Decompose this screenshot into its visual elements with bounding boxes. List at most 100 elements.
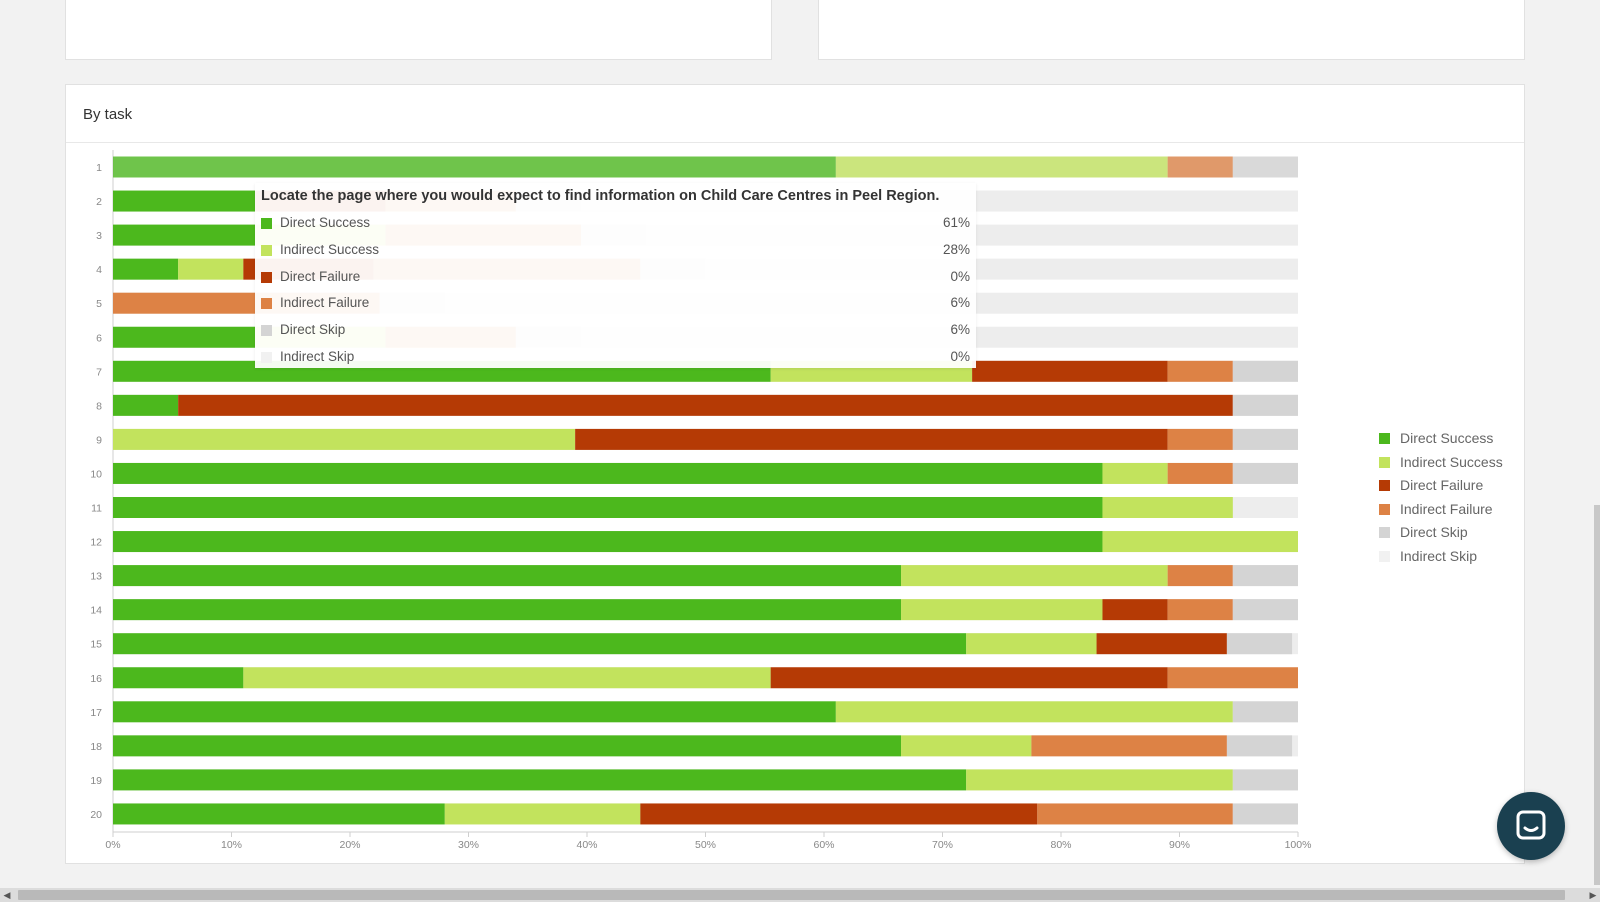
bar-segment-indirect-failure[interactable]: [1167, 428, 1233, 450]
tooltip-label: Indirect Failure: [280, 295, 370, 311]
y-tick-label: 1: [96, 162, 102, 174]
y-tick-label: 15: [90, 639, 102, 651]
bar-segment-indirect-success[interactable]: [901, 565, 1168, 587]
bar-segment-direct-success[interactable]: [113, 599, 902, 621]
bar-segment-direct-skip[interactable]: [1232, 803, 1298, 825]
tooltip-label: Direct Skip: [280, 322, 346, 338]
bar-segment-direct-skip[interactable]: [1232, 156, 1298, 178]
bar-segment-direct-skip[interactable]: [1232, 360, 1298, 382]
legend-item-direct-failure[interactable]: Direct Failure: [1379, 474, 1539, 498]
bar-segment-indirect-failure[interactable]: [1037, 803, 1233, 825]
horizontal-scrollbar-thumb[interactable]: [18, 890, 1565, 900]
bar-segment-indirect-failure[interactable]: [1167, 667, 1298, 689]
bar-segment-direct-skip[interactable]: [1232, 599, 1298, 621]
bar-segment-direct-failure[interactable]: [770, 667, 1168, 689]
legend-swatch: [1379, 456, 1390, 468]
bar-segment-direct-success[interactable]: [113, 190, 256, 212]
bar-segment-indirect-success[interactable]: [901, 599, 1103, 621]
legend-label: Indirect Success: [1400, 453, 1503, 470]
legend-item-indirect-success[interactable]: Indirect Success: [1379, 451, 1539, 475]
bar-segment-indirect-success[interactable]: [243, 667, 771, 689]
tooltip-value: 61%: [942, 215, 970, 230]
bar-segment-direct-skip[interactable]: [1232, 394, 1298, 416]
bar-segment-direct-failure[interactable]: [178, 394, 1233, 416]
bar-segment-direct-failure[interactable]: [640, 803, 1038, 825]
bar-segment-indirect-failure[interactable]: [1167, 360, 1233, 382]
bar-segment-direct-success[interactable]: [113, 326, 256, 348]
bar-segment-indirect-success[interactable]: [966, 633, 1097, 655]
bar-segment-direct-failure[interactable]: [1102, 599, 1168, 621]
bar-segment-direct-success[interactable]: [113, 565, 902, 587]
bar-segment-indirect-success[interactable]: [835, 701, 1233, 723]
bar-segment-indirect-success[interactable]: [1102, 531, 1298, 553]
x-tick-label: 10%: [221, 839, 242, 851]
bar-segment-indirect-success[interactable]: [113, 428, 576, 450]
bar-segment-direct-failure[interactable]: [575, 428, 1168, 450]
tooltip-value: 0%: [950, 268, 970, 284]
tooltip-row-indirect-failure: Indirect Failure 6%: [261, 290, 970, 317]
bar-segment-direct-success[interactable]: [113, 497, 1103, 518]
scroll-right-arrow-icon[interactable]: ▶: [1589, 890, 1597, 900]
bar-segment-indirect-success[interactable]: [178, 258, 244, 280]
bar-segment-direct-skip[interactable]: [1232, 462, 1298, 484]
bar-segment-direct-skip[interactable]: [1232, 428, 1298, 450]
x-tick-label: 0%: [105, 839, 120, 851]
bar-segment-direct-skip[interactable]: [1232, 769, 1298, 791]
tooltip-title: Locate the page where you would expect t…: [261, 188, 940, 204]
bar-segment-direct-success[interactable]: [113, 224, 256, 246]
bar-segment-indirect-failure[interactable]: [1167, 599, 1233, 621]
bar-segment-indirect-failure[interactable]: [1031, 735, 1227, 757]
bar-segment-direct-success[interactable]: [113, 701, 836, 723]
bar-segment-direct-success[interactable]: [113, 156, 836, 178]
legend-label: Direct Success: [1400, 430, 1494, 446]
bar-segment-direct-skip[interactable]: [1232, 701, 1298, 723]
bar-segment-direct-success[interactable]: [113, 633, 967, 655]
bar-segment-direct-skip[interactable]: [1226, 633, 1293, 655]
bar-segment-indirect-failure[interactable]: [1167, 156, 1233, 178]
legend-item-indirect-skip[interactable]: Indirect Skip: [1379, 545, 1539, 569]
y-tick-label: 14: [90, 605, 102, 617]
y-tick-label: 3: [96, 230, 102, 242]
legend-label: Indirect Skip: [1400, 547, 1478, 564]
bar-segment-indirect-failure[interactable]: [1167, 462, 1233, 484]
bar-segment-direct-skip[interactable]: [1226, 735, 1293, 757]
tooltip-swatch: [261, 244, 272, 256]
bar-segment-direct-success[interactable]: [113, 769, 967, 791]
tooltip-row-indirect-success: Indirect Success 28%: [261, 237, 970, 264]
vertical-scrollbar-thumb[interactable]: [1594, 505, 1600, 885]
y-tick-label: 8: [96, 400, 102, 412]
y-tick-label: 16: [90, 673, 102, 685]
y-tick-label: 4: [96, 264, 102, 276]
bar-segment-indirect-success[interactable]: [901, 735, 1032, 757]
tooltip-row-direct-skip: Direct Skip 6%: [261, 317, 970, 344]
legend-item-indirect-failure[interactable]: Indirect Failure: [1379, 498, 1539, 522]
bar-segment-direct-success[interactable]: [113, 531, 1103, 553]
legend-item-direct-skip[interactable]: Direct Skip: [1379, 521, 1539, 545]
bar-segment-direct-success[interactable]: [113, 462, 1103, 484]
y-tick-label: 12: [90, 537, 102, 549]
bar-segment-direct-failure[interactable]: [972, 360, 1168, 382]
tooltip-value: 28%: [942, 241, 970, 257]
tooltip-label: Direct Success: [280, 215, 371, 230]
tooltip-swatch: [261, 352, 272, 363]
bar-segment-direct-failure[interactable]: [1096, 633, 1227, 655]
bar-segment-indirect-success[interactable]: [444, 803, 641, 825]
bar-segment-indirect-success[interactable]: [1102, 497, 1233, 518]
scroll-left-arrow-icon[interactable]: ◀: [3, 890, 11, 900]
bar-segment-direct-success[interactable]: [113, 667, 244, 689]
tooltip-value: 6%: [950, 322, 970, 338]
bar-segment-direct-success[interactable]: [113, 258, 179, 280]
bar-segment-direct-skip[interactable]: [1232, 565, 1298, 587]
chat-button[interactable]: [1497, 792, 1565, 860]
bar-segment-direct-success[interactable]: [113, 735, 902, 757]
legend-item-direct-success[interactable]: Direct Success: [1379, 427, 1539, 451]
y-tick-label: 10: [90, 468, 102, 480]
bar-segment-indirect-success[interactable]: [1102, 462, 1168, 484]
bar-segment-indirect-failure[interactable]: [1167, 565, 1233, 587]
bar-segment-direct-success[interactable]: [113, 394, 179, 416]
bar-segment-direct-success[interactable]: [113, 803, 445, 825]
tooltip-row-indirect-skip: Indirect Skip 0%: [261, 344, 970, 371]
bar-segment-indirect-success[interactable]: [966, 769, 1233, 791]
bar-segment-indirect-success[interactable]: [835, 156, 1168, 178]
